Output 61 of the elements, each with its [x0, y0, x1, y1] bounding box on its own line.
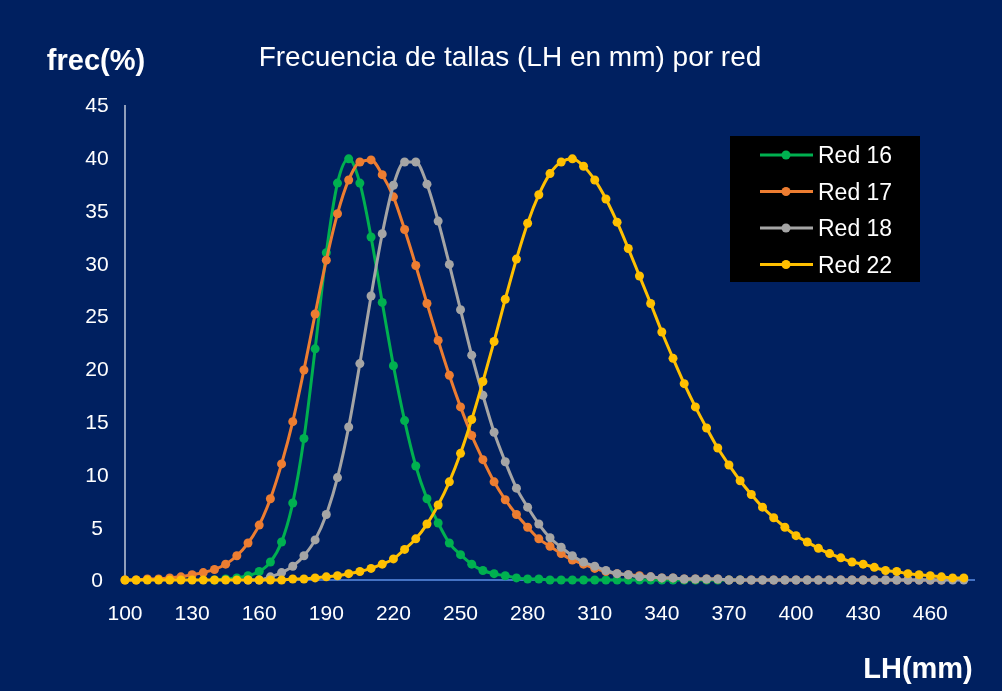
point — [478, 566, 488, 575]
y-tick-label: 0 — [91, 568, 103, 592]
x-tick-label: 100 — [107, 601, 143, 624]
point — [377, 297, 387, 307]
x-tick-label: 400 — [778, 601, 814, 624]
point — [388, 361, 398, 371]
legend-label: Red 16 — [818, 142, 893, 169]
point — [590, 575, 600, 585]
y-tick-label: 15 — [85, 410, 109, 434]
x-tick-label: 460 — [912, 601, 948, 624]
y-tick-label: 35 — [85, 198, 109, 222]
y-tick-label: 10 — [85, 462, 109, 486]
point — [601, 575, 611, 585]
x-tick-label: 190 — [308, 601, 344, 624]
chart-title: Frecuencia de tallas (LH en mm) por red — [258, 41, 762, 72]
point — [579, 575, 589, 585]
point — [277, 537, 287, 547]
x-tick-label: 130 — [174, 601, 210, 624]
y-tick-label: 5 — [91, 515, 103, 539]
x-tick-label: 220 — [375, 601, 411, 624]
point — [511, 573, 521, 583]
point — [567, 575, 577, 585]
x-tick-label: 280 — [510, 601, 546, 624]
point — [489, 569, 499, 579]
x-tick-label: 160 — [241, 601, 277, 624]
point — [444, 538, 454, 548]
legend-label: Red 18 — [818, 215, 893, 242]
x-tick-label: 370 — [711, 601, 747, 624]
point — [299, 434, 309, 444]
point — [400, 416, 410, 426]
point — [333, 178, 342, 188]
x-tick-label: 310 — [577, 601, 613, 624]
legend-label: Red 17 — [818, 178, 893, 205]
point — [355, 178, 365, 188]
y-tick-label: 25 — [85, 304, 109, 328]
point — [366, 232, 376, 242]
point — [288, 498, 298, 508]
y-axis-title: frec(%) — [46, 44, 146, 76]
point — [422, 494, 432, 504]
x-axis-title: LH(mm) — [863, 652, 973, 684]
point — [344, 154, 354, 164]
point — [265, 557, 275, 567]
point — [523, 574, 533, 584]
point — [433, 518, 443, 528]
legend-label: Red 22 — [818, 251, 893, 278]
y-tick-label: 40 — [85, 146, 109, 170]
y-tick-label: 30 — [85, 251, 109, 275]
point — [411, 461, 421, 471]
point — [534, 574, 544, 584]
point — [500, 571, 510, 581]
point — [545, 575, 555, 585]
point — [456, 550, 466, 560]
point — [254, 567, 264, 577]
point — [467, 559, 477, 569]
point — [556, 575, 566, 585]
x-tick-label: 340 — [644, 601, 680, 624]
y-tick-label: 20 — [85, 357, 109, 381]
x-tick-label: 430 — [845, 601, 881, 624]
x-tick-label: 250 — [443, 601, 479, 624]
y-tick-label: 45 — [85, 93, 109, 117]
point — [310, 344, 320, 354]
